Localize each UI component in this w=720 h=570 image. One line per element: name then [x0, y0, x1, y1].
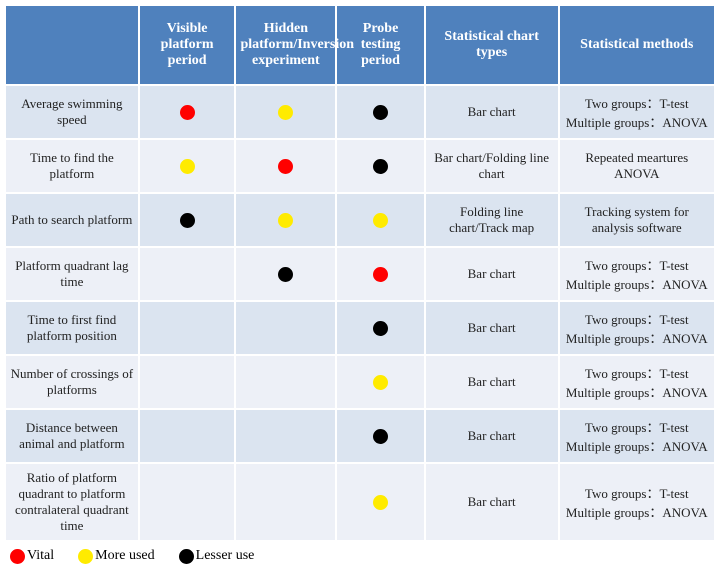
mark-cell	[236, 86, 335, 138]
mark-cell	[140, 356, 235, 408]
mark-cell	[337, 86, 423, 138]
more_used-legend-dot-icon	[78, 549, 93, 564]
table-body: Average swimming speedBar chartTwo group…	[6, 86, 714, 540]
mark-cell	[140, 410, 235, 462]
legend-label-vital: Vital	[27, 548, 54, 563]
mark-cell	[236, 140, 335, 192]
more_used-dot-icon	[373, 495, 388, 510]
lesser_use-dot-icon	[373, 321, 388, 336]
table-row: Time to find the platform Bar chart/Foldi…	[6, 140, 714, 192]
col-header-0	[6, 6, 138, 84]
row-label: Time to find the platform	[6, 140, 138, 192]
lesser_use-dot-icon	[373, 159, 388, 174]
row-label: Path to search platform	[6, 194, 138, 246]
row-label: Time to first find platform position	[6, 302, 138, 354]
col-header-5: Statistical methods	[560, 6, 714, 84]
chart-type-cell: Folding line chart/Track map	[426, 194, 558, 246]
mark-cell	[140, 302, 235, 354]
method-cell: Repeated meartures ANOVA	[560, 140, 714, 192]
mark-cell	[236, 356, 335, 408]
mark-cell	[337, 356, 423, 408]
col-header-2: Hidden platform/Inversion experiment	[236, 6, 335, 84]
method-cell: Two groups：T-test Multiple groups：ANOVA	[560, 410, 714, 462]
method-cell: Two groups：T-test Multiple groups：ANOVA	[560, 248, 714, 300]
table-head: Visible platform periodHidden platform/I…	[6, 6, 714, 84]
mark-cell	[337, 410, 423, 462]
mark-cell	[236, 248, 335, 300]
method-cell: Two groups：T-test Multiple groups：ANOVA	[560, 86, 714, 138]
table-row: Distance between animal and platform Bar …	[6, 410, 714, 462]
method-cell: Tracking system for analysis software	[560, 194, 714, 246]
lesser_use-legend-dot-icon	[179, 549, 194, 564]
method-cell: Two groups：T-test Multiple groups：ANOVA	[560, 356, 714, 408]
row-label: Distance between animal and platform	[6, 410, 138, 462]
chart-type-cell: Bar chart	[426, 356, 558, 408]
table-row: Ratio of platform quadrant to platform c…	[6, 464, 714, 540]
mark-cell	[140, 248, 235, 300]
lesser_use-dot-icon	[180, 213, 195, 228]
chart-type-cell: Bar chart	[426, 302, 558, 354]
col-header-4: Statistical chart types	[426, 6, 558, 84]
row-label: Ratio of platform quadrant to platform c…	[6, 464, 138, 540]
mark-cell	[140, 86, 235, 138]
col-header-1: Visible platform period	[140, 6, 235, 84]
legend-label-more_used: More used	[95, 548, 155, 563]
chart-type-cell: Bar chart	[426, 464, 558, 540]
method-cell: Two groups：T-test Multiple groups：ANOVA	[560, 302, 714, 354]
mark-cell	[337, 194, 423, 246]
chart-type-cell: Bar chart	[426, 86, 558, 138]
table-row: Time to first find platform position Bar …	[6, 302, 714, 354]
lesser_use-dot-icon	[373, 429, 388, 444]
lesser_use-dot-icon	[278, 267, 293, 282]
mark-cell	[337, 248, 423, 300]
mark-cell	[337, 140, 423, 192]
method-cell: Two groups：T-test Multiple groups：ANOVA	[560, 464, 714, 540]
table-row: Number of crossings of platforms Bar char…	[6, 356, 714, 408]
mark-cell	[140, 464, 235, 540]
row-label: Average swimming speed	[6, 86, 138, 138]
vital-legend-dot-icon	[10, 549, 25, 564]
table-row: Platform quadrant lag time Bar chartTwo g…	[6, 248, 714, 300]
more_used-dot-icon	[373, 213, 388, 228]
more_used-dot-icon	[180, 159, 195, 174]
mark-cell	[236, 194, 335, 246]
table-row: Path to search platform Folding line char…	[6, 194, 714, 246]
mark-cell	[140, 140, 235, 192]
mark-cell	[236, 464, 335, 540]
legend-label-lesser_use: Lesser use	[196, 548, 255, 563]
more_used-dot-icon	[373, 375, 388, 390]
chart-type-cell: Bar chart	[426, 410, 558, 462]
row-label: Platform quadrant lag time	[6, 248, 138, 300]
mark-cell	[337, 302, 423, 354]
table-row: Average swimming speed Bar chartTwo group…	[6, 86, 714, 138]
lesser_use-dot-icon	[373, 105, 388, 120]
mark-cell	[236, 302, 335, 354]
more_used-dot-icon	[278, 105, 293, 120]
mark-cell	[236, 410, 335, 462]
vital-dot-icon	[278, 159, 293, 174]
vital-dot-icon	[180, 105, 195, 120]
chart-type-cell: Bar chart	[426, 248, 558, 300]
data-table: Visible platform periodHidden platform/I…	[4, 4, 716, 542]
legend: Vital More used Lesser use	[4, 542, 716, 566]
row-label: Number of crossings of platforms	[6, 356, 138, 408]
chart-type-cell: Bar chart/Folding line chart	[426, 140, 558, 192]
vital-dot-icon	[373, 267, 388, 282]
mark-cell	[140, 194, 235, 246]
more_used-dot-icon	[278, 213, 293, 228]
mark-cell	[337, 464, 423, 540]
